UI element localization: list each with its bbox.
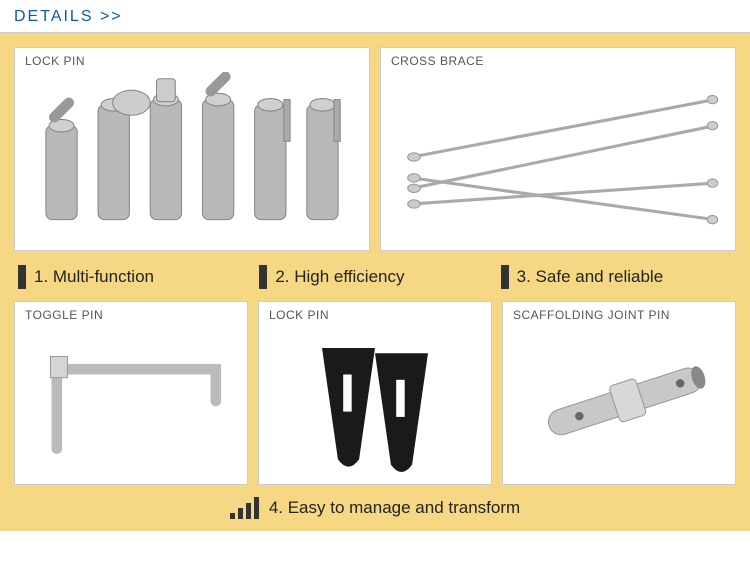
card-label: LOCK PIN bbox=[269, 308, 481, 322]
features-row: 1. Multi-function 2. High efficiency 3. … bbox=[14, 251, 736, 301]
feature-4: 4. Easy to manage and transform bbox=[14, 485, 736, 521]
feature-3: 3. Safe and reliable bbox=[501, 265, 732, 289]
toggle-pin-image bbox=[25, 326, 237, 476]
accent-bar-icon bbox=[501, 265, 509, 289]
bottom-row: TOGGLE PIN LOCK PIN bbox=[14, 301, 736, 485]
card-lock-pin-2: LOCK PIN bbox=[258, 301, 492, 485]
card-lock-pin: LOCK PIN bbox=[14, 47, 370, 251]
card-label: TOGGLE PIN bbox=[25, 308, 237, 322]
details-title: DETAILS >> bbox=[14, 8, 123, 25]
feature-text: 4. Easy to manage and transform bbox=[269, 498, 520, 518]
card-label: LOCK PIN bbox=[25, 54, 359, 68]
card-label: SCAFFOLDING JOINT PIN bbox=[513, 308, 725, 322]
feature-text: 2. High efficiency bbox=[275, 267, 404, 287]
top-row: LOCK PIN CROSS BRACE bbox=[14, 47, 736, 251]
card-label: CROSS BRACE bbox=[391, 54, 725, 68]
cross-brace-image bbox=[391, 72, 725, 242]
feature-text: 1. Multi-function bbox=[34, 267, 154, 287]
scaffolding-joint-pin-image bbox=[513, 326, 725, 476]
card-toggle-pin: TOGGLE PIN bbox=[14, 301, 248, 485]
accent-bar-icon bbox=[18, 265, 26, 289]
card-scaffolding-joint-pin: SCAFFOLDING JOINT PIN bbox=[502, 301, 736, 485]
feature-2: 2. High efficiency bbox=[259, 265, 490, 289]
accent-bar-icon bbox=[259, 265, 267, 289]
lock-pin-image bbox=[25, 72, 359, 242]
details-panel: LOCK PIN CROSS BRACE bbox=[0, 33, 750, 531]
lock-pin-2-image bbox=[269, 326, 481, 476]
card-cross-brace: CROSS BRACE bbox=[380, 47, 736, 251]
feature-1: 1. Multi-function bbox=[18, 265, 249, 289]
details-header: DETAILS >> bbox=[0, 0, 750, 33]
feature-text: 3. Safe and reliable bbox=[517, 267, 664, 287]
step-bars-icon bbox=[230, 497, 259, 519]
